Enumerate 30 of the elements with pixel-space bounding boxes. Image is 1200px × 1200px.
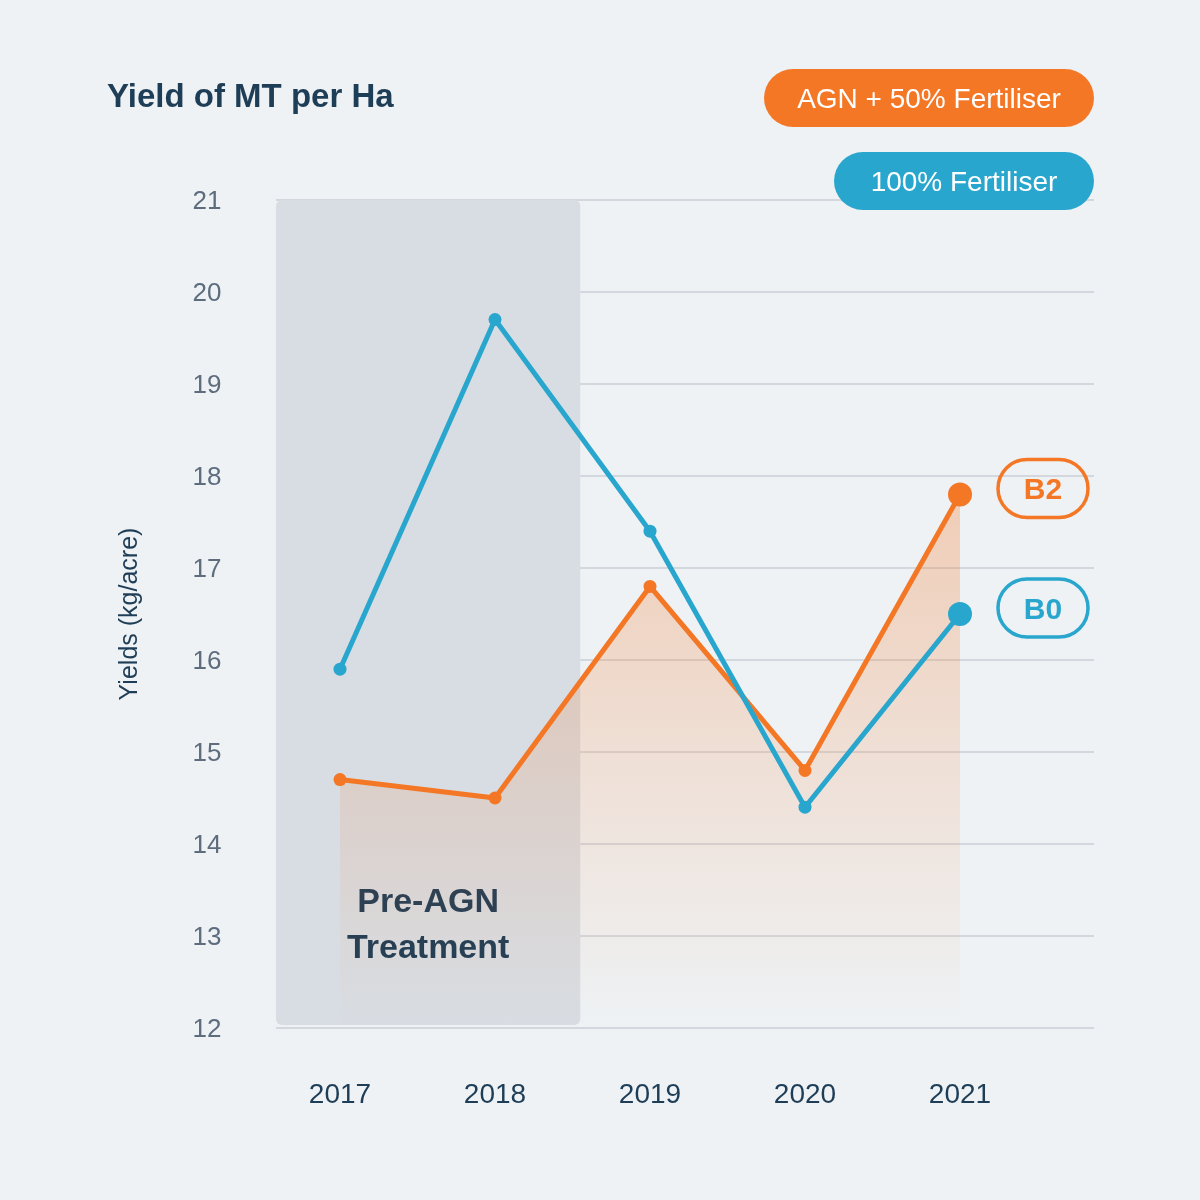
point [798,800,812,814]
y-tick-label: 20 [192,277,222,308]
y-tick-label: 16 [192,645,222,676]
chart-title: Yield of MT per Ha [107,77,395,114]
y-tick-label: 19 [192,369,222,400]
text: 100% Fertiliser [870,165,1058,197]
band-label: Pre-AGN Treatment [346,881,510,965]
x-tick-label: 2017 [308,1077,372,1109]
y-tick-label: 12 [192,1013,222,1044]
y-tick-label: 21 [192,185,222,216]
y-tick-label: 14 [192,829,222,860]
annotation: B2 [1023,471,1063,505]
y-tick-label: 18 [192,461,222,492]
point [643,579,657,593]
annotation: B0 [1023,591,1063,625]
point [643,524,657,538]
point [333,662,347,676]
y-tick-label: 13 [192,921,222,952]
point [333,773,347,787]
x-tick-label: 2018 [463,1077,527,1109]
y-axis-title: Yields (kg/acre) [113,527,142,701]
point [488,313,502,327]
text: AGN + 50% Fertiliser [797,82,1061,114]
x-tick-label: 2021 [928,1077,992,1109]
y-tick-label: 17 [192,553,222,584]
point [798,763,812,777]
x-tick-label: 2020 [773,1077,837,1109]
y-tick-label: 15 [192,737,222,768]
point [488,791,502,805]
x-tick-label: 2019 [618,1077,682,1109]
